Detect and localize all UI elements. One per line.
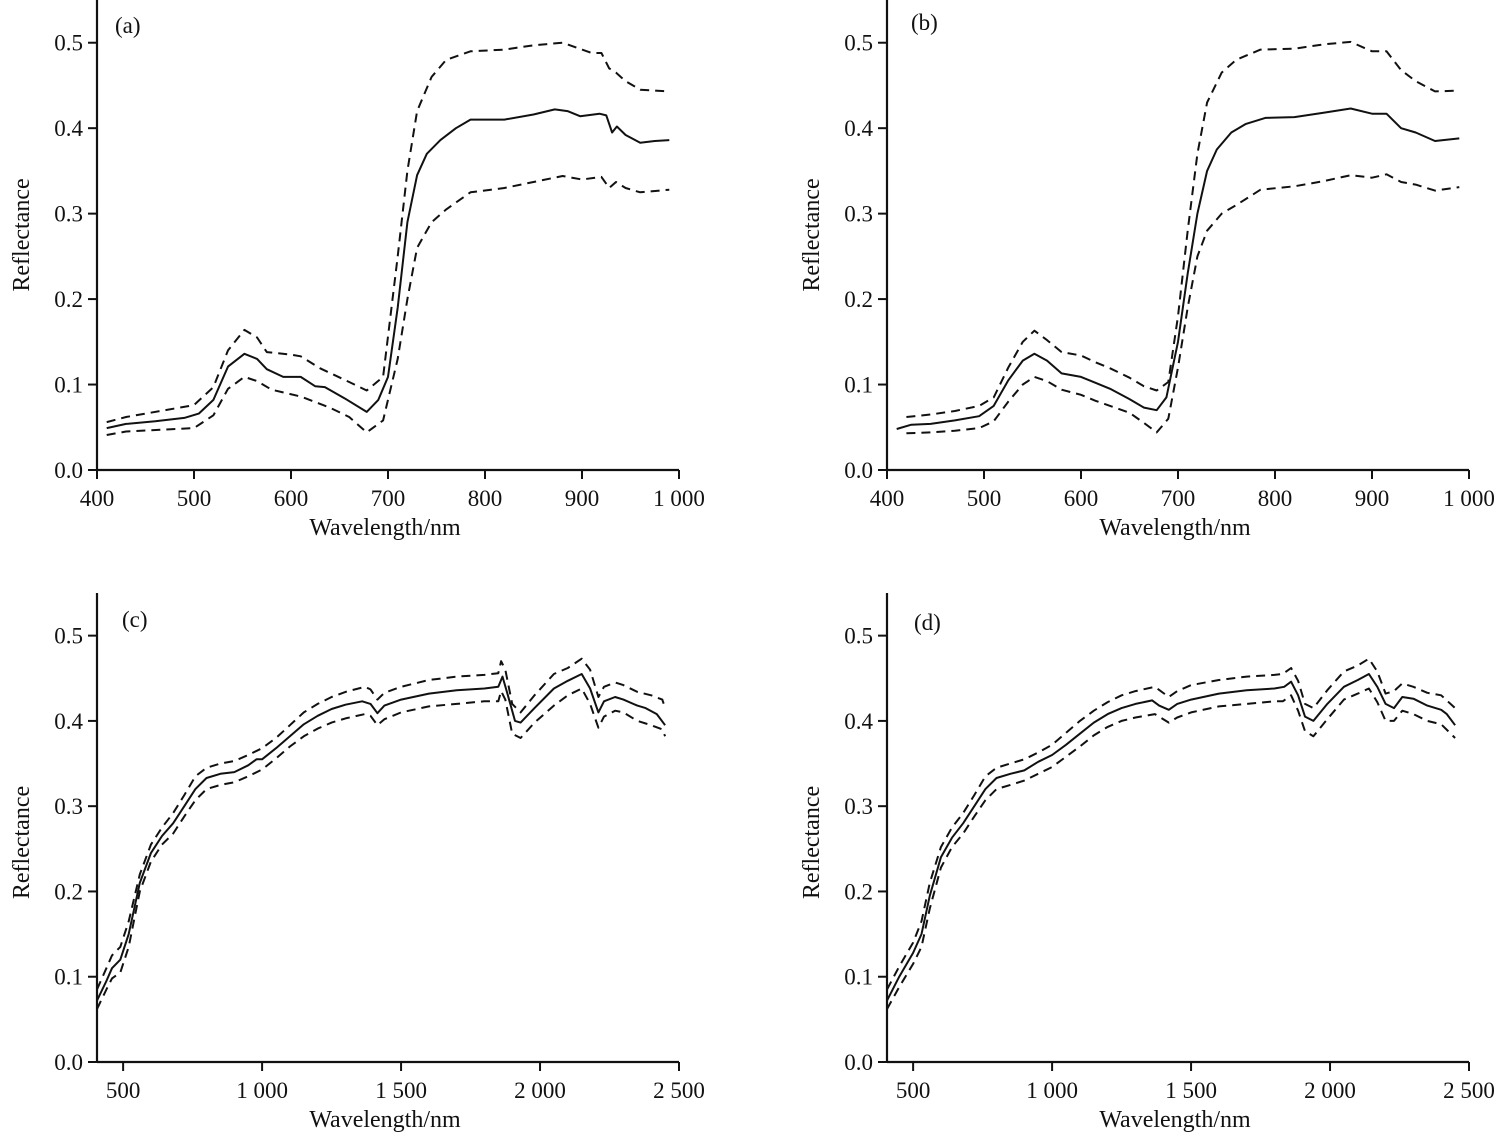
x-tick-label: 1 500 xyxy=(375,1078,427,1103)
x-tick-label: 500 xyxy=(967,486,1002,511)
x-axis-title: Wavelength/nm xyxy=(309,515,461,541)
panel-label: (c) xyxy=(122,607,148,632)
y-tick-label: 0.0 xyxy=(54,458,83,483)
series-upper-line xyxy=(886,657,1456,990)
y-tick-label: 0.5 xyxy=(844,31,873,56)
series-upper-line xyxy=(106,41,670,424)
y-axis-title: Reflectance xyxy=(799,178,825,291)
y-tick-label: 0.3 xyxy=(54,202,83,227)
y-axis-title: Reflectance xyxy=(799,786,825,899)
x-tick-label: 2 500 xyxy=(653,1078,705,1103)
y-tick-label: 0.5 xyxy=(844,624,873,649)
x-tick-label: 500 xyxy=(177,486,212,511)
x-axis-title: Wavelength/nm xyxy=(309,1107,461,1133)
x-tick-label: 2 000 xyxy=(514,1078,566,1103)
y-tick-label: 0.5 xyxy=(54,624,83,649)
x-axis-title: Wavelength/nm xyxy=(1099,1107,1251,1133)
y-tick-label: 0.4 xyxy=(54,709,83,734)
y-tick-label: 0.2 xyxy=(844,879,873,904)
x-tick-label: 2 500 xyxy=(1443,1078,1495,1103)
series-mean-line xyxy=(886,673,1456,1002)
y-tick-label: 0.4 xyxy=(844,709,873,734)
y-tick-label: 0.5 xyxy=(54,31,83,56)
x-tick-label: 2 000 xyxy=(1304,1078,1356,1103)
y-tick-label: 0.1 xyxy=(844,373,873,398)
y-tick-label: 0.0 xyxy=(844,458,873,483)
y-tick-label: 0.4 xyxy=(54,116,83,141)
panel-b: 0.0 0.1 0.2 0.3 0.4 0.5 400 500 600 700 800 900 1 00… xyxy=(799,0,1495,541)
y-tick-label: 0.3 xyxy=(844,202,873,227)
x-tick-label: 1 500 xyxy=(1165,1078,1217,1103)
y-tick-label: 0.0 xyxy=(844,1050,873,1075)
y-tick-label: 0.2 xyxy=(54,879,83,904)
x-tick-label: 600 xyxy=(274,486,309,511)
x-tick-label: 900 xyxy=(1355,486,1390,511)
x-tick-label: 400 xyxy=(80,486,115,511)
series-lower-line xyxy=(106,175,670,436)
x-tick-label: 800 xyxy=(468,486,503,511)
y-tick-label: 0.3 xyxy=(54,794,83,819)
y-axis-title: Reflectance xyxy=(9,178,35,291)
panel-d: 0.0 0.1 0.2 0.3 0.4 0.5 500 1 000 1 500 2 000 2 50… xyxy=(799,593,1495,1133)
x-tick-label: 400 xyxy=(870,486,905,511)
panel-c: 0.0 0.1 0.2 0.3 0.4 0.5 500 1 000 1 500 2 000 2 50… xyxy=(9,593,705,1133)
x-tick-label: 1 000 xyxy=(236,1078,288,1103)
y-axis-title: Reflectance xyxy=(9,786,35,899)
y-tick-label: 0.1 xyxy=(844,965,873,990)
series-lower-line xyxy=(906,173,1460,435)
panel-a: 0.0 0.1 0.2 0.3 0.4 0.5 400 500 600 700 800 900 1 00… xyxy=(9,0,705,541)
x-tick-label: 600 xyxy=(1064,486,1099,511)
x-tick-label: 700 xyxy=(1161,486,1196,511)
x-axis-title: Wavelength/nm xyxy=(1099,515,1251,541)
x-tick-label: 1 000 xyxy=(1026,1078,1078,1103)
y-tick-label: 0.2 xyxy=(54,287,83,312)
x-tick-label: 1 000 xyxy=(653,486,705,511)
x-tick-label: 800 xyxy=(1258,486,1293,511)
series-upper-line xyxy=(906,40,1460,418)
panel-label: (a) xyxy=(115,13,141,38)
x-tick-label: 700 xyxy=(371,486,406,511)
x-tick-label: 500 xyxy=(106,1078,141,1103)
series-mean-line xyxy=(106,108,670,430)
x-tick-label: 500 xyxy=(896,1078,931,1103)
series-mean-line xyxy=(896,107,1460,430)
series-lower-line xyxy=(96,687,667,1010)
y-tick-label: 0.2 xyxy=(844,287,873,312)
series-lower-line xyxy=(886,687,1456,1010)
y-tick-label: 0.3 xyxy=(844,794,873,819)
panel-label: (d) xyxy=(914,610,941,635)
panel-label: (b) xyxy=(911,10,938,35)
y-tick-label: 0.0 xyxy=(54,1050,83,1075)
x-tick-label: 1 000 xyxy=(1443,486,1495,511)
series-mean-line xyxy=(96,673,666,1002)
y-tick-label: 0.4 xyxy=(844,116,873,141)
y-tick-label: 0.1 xyxy=(54,965,83,990)
x-tick-label: 900 xyxy=(565,486,600,511)
y-tick-label: 0.1 xyxy=(54,373,83,398)
